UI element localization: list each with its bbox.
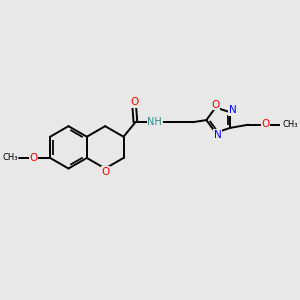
Text: O: O xyxy=(130,97,138,107)
Text: N: N xyxy=(229,105,236,115)
Text: CH₃: CH₃ xyxy=(283,120,298,129)
Text: O: O xyxy=(102,167,110,177)
Text: CH₃: CH₃ xyxy=(2,153,18,162)
Text: O: O xyxy=(30,153,38,163)
Text: O: O xyxy=(211,100,219,110)
Text: O: O xyxy=(261,119,270,129)
Text: NH: NH xyxy=(147,117,162,127)
Text: N: N xyxy=(214,130,221,140)
